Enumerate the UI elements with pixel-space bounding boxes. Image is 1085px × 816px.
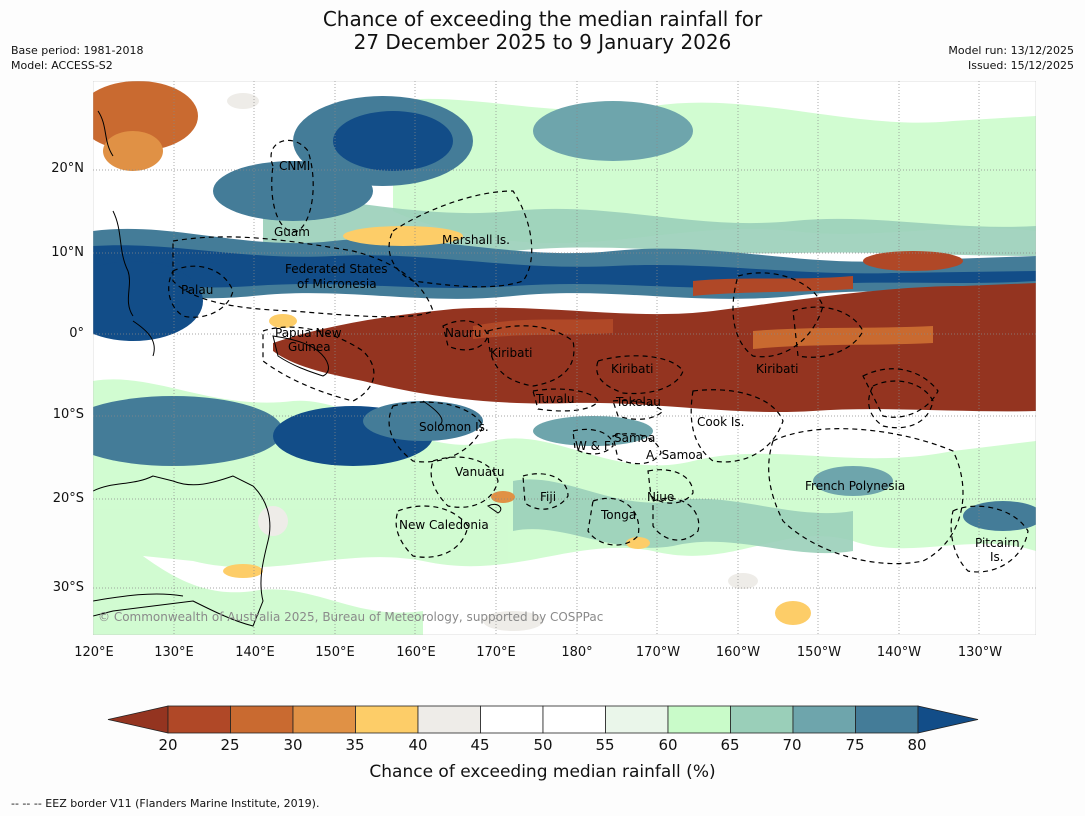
colorbar-segment [730,705,794,734]
label-niue: Niue [647,490,674,504]
colorbar-tick-40: 40 [408,736,428,754]
colorbar-tick-75: 75 [845,736,865,754]
meta-right: Model run: 13/12/2025 Issued: 15/12/2025 [948,43,1074,73]
colorbar-tick-45: 45 [470,736,490,754]
lon-label-140e: 140°E [235,645,275,660]
label-fsm-line2: of Micronesia [297,277,377,291]
lon-label-150e: 150°E [315,645,355,660]
lon-label-180: 180° [561,645,593,660]
label-marshall-islands: Marshall Is. [442,233,510,247]
title-line-1: Chance of exceeding the median rainfall … [322,7,763,31]
label-new-caledonia: New Caledonia [399,518,489,532]
label-png-line1: Papua New [275,326,342,340]
label-fsm-line1: Federated States [285,262,387,276]
colorbar-extend-high [917,705,979,734]
label-kiribati-central: Kiribati [611,362,653,376]
colorbar-segment [542,705,606,734]
model-run: Model run: 13/12/2025 [948,44,1074,57]
colorbar-segment [292,705,356,734]
graticule [93,81,1036,635]
lat-label-20s: 20°S [52,491,84,506]
label-pitcairn-line1: Pitcairn [975,536,1020,550]
label-vanuatu: Vanuatu [455,465,505,479]
colorbar-segment [855,705,919,734]
lat-label-30s: 30°S [52,580,84,595]
colorbar-extend-low [107,705,169,734]
colorbar-segment [792,705,856,734]
meta-left: Base period: 1981-2018 Model: ACCESS-S2 [11,43,143,73]
label-cnmi: CNMI [279,159,310,173]
label-guam: Guam [274,225,310,239]
colorbar-segment [230,705,294,734]
label-fiji: Fiji [540,490,556,504]
colorbar-segment [667,705,731,734]
label-kiribati-west: Kiribati [490,346,532,360]
colorbar-tick-30: 30 [283,736,303,754]
eez-borders [168,139,1029,573]
lat-label-equator: 0° [69,326,84,341]
colorbar-segment [167,705,231,734]
colorbar-tick-60: 60 [658,736,678,754]
rainfall-map: © Commonwealth of Australia 2025, Bureau… [93,81,1036,635]
lon-label-150w: 150°W [796,645,842,660]
lon-label-170e: 170°E [476,645,516,660]
label-cook-islands: Cook Is. [697,415,744,429]
label-french-polynesia: French Polynesia [805,479,905,493]
field-neutral-patches [227,93,758,631]
coastlines [93,110,502,627]
label-solomon-islands: Solomon Is. [419,420,489,434]
colorbar [107,705,979,734]
colorbar-tick-35: 35 [345,736,365,754]
lat-label-10s: 10°S [52,407,84,422]
lon-label-140w: 140°W [876,645,922,660]
label-pitcairn-line2: Is. [990,550,1004,564]
lon-label-130e: 130°E [154,645,194,660]
lon-label-130w: 130°W [957,645,1003,660]
colorbar-tick-20: 20 [158,736,178,754]
label-kiribati-east: Kiribati [756,362,798,376]
field-blue-south [93,396,1036,531]
label-tokelau: Tokelau [615,395,661,409]
colorbar-tick-50: 50 [533,736,553,754]
colorbar-segment [605,705,669,734]
lon-label-160e: 160°E [396,645,436,660]
lat-label-20n: 20°N [51,161,84,176]
map-title: Chance of exceeding the median rainfall … [0,8,1085,54]
lon-label-160w: 160°W [715,645,761,660]
model-name: Model: ACCESS-S2 [11,59,113,72]
label-tonga: Tonga [600,508,636,522]
colorbar-tick-70: 70 [782,736,802,754]
copyright-notice: © Commonwealth of Australia 2025, Bureau… [98,610,603,624]
colorbar-label: Chance of exceeding median rainfall (%) [369,762,716,782]
lon-label-120e: 120°E [74,645,114,660]
colorbar-segment [355,705,419,734]
title-line-2: 27 December 2025 to 9 January 2026 [353,30,732,54]
colorbar-tick-25: 25 [220,736,240,754]
colorbar-segment [417,705,481,734]
base-period: Base period: 1981-2018 [11,44,144,57]
lat-label-10n: 10°N [51,245,84,260]
label-tuvalu: Tuvalu [535,392,575,406]
label-png-line2: Guinea [288,340,331,354]
label-palau: Palau [181,283,213,297]
colorbar-segments [107,705,979,734]
colorbar-tick-80: 80 [907,736,927,754]
lon-label-170w: 170°W [635,645,681,660]
label-nauru: Nauru [445,326,481,340]
label-american-samoa: A. Samoa [646,448,703,462]
eez-footnote: -- -- -- EEZ border V11 (Flanders Marine… [11,797,320,810]
colorbar-tick-65: 65 [720,736,740,754]
label-samoa: Samoa [614,431,655,445]
issued-date: Issued: 15/12/2025 [967,59,1074,72]
field-light-teal [263,198,1036,554]
colorbar-tick-55: 55 [595,736,615,754]
field-dry-patches [93,81,963,625]
colorbar-segment [480,705,544,734]
label-wallis-futuna: W & F [575,439,611,453]
region-labels: CNMI Guam Marshall Is. Federated States … [181,159,1020,564]
